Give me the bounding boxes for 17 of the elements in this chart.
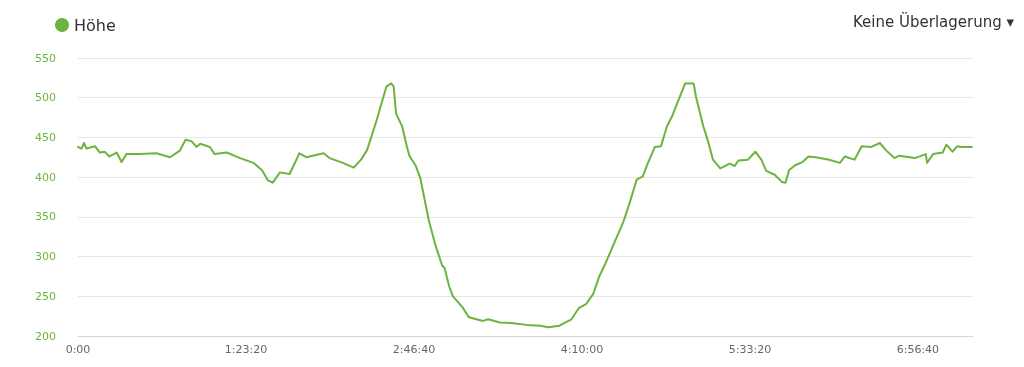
line-series xyxy=(77,82,973,329)
y-tick-label: 350 xyxy=(35,210,56,224)
x-tick-label: 5:33:20 xyxy=(728,343,772,356)
y-tick-label: 500 xyxy=(35,91,56,105)
y-tick-label: 400 xyxy=(35,170,56,184)
x-tick-label: 4:10:00 xyxy=(560,343,604,356)
y-tick-label: 250 xyxy=(35,289,56,303)
y-tick-label: 200 xyxy=(35,329,56,343)
legend-label: Höhe xyxy=(74,15,116,35)
y-tick-label: 450 xyxy=(35,130,56,144)
text: Keine Überlagerung ▾ xyxy=(853,11,1015,31)
y-tick-label: 550 xyxy=(35,51,56,65)
x-tick-label: 6:56:40 xyxy=(896,343,940,356)
x-tick-label: 0:00 xyxy=(65,343,91,356)
x-tick-label: 2:46:40 xyxy=(392,343,436,356)
y-tick-label: 300 xyxy=(35,250,56,264)
x-tick-label: 1:23:20 xyxy=(224,343,268,356)
